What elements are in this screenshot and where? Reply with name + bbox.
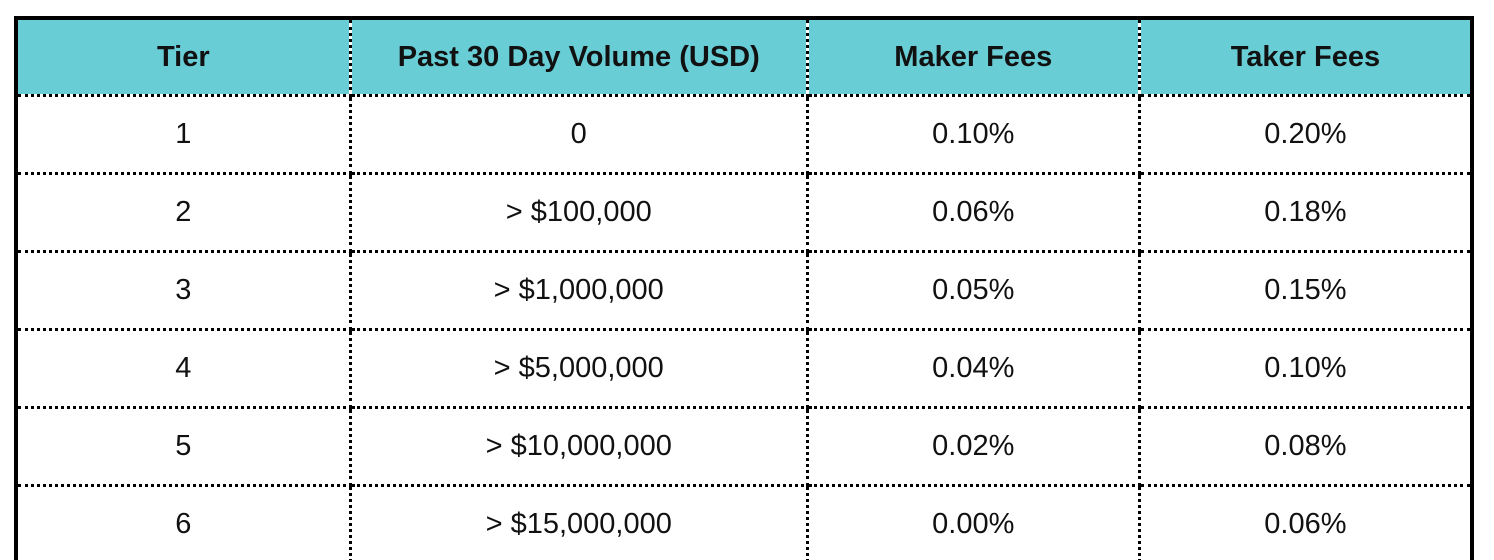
cell-maker-fee: 0.06% bbox=[805, 172, 1141, 253]
column-header-tier: Tier bbox=[14, 16, 352, 97]
column-header-volume: Past 30 Day Volume (USD) bbox=[348, 16, 809, 97]
cell-tier: 1 bbox=[14, 94, 352, 175]
table-row: 4 > $5,000,000 0.04% 0.10% bbox=[14, 328, 1474, 409]
cell-maker-fee: 0.02% bbox=[805, 406, 1141, 487]
cell-volume: 0 bbox=[348, 94, 809, 175]
table-row: 5 > $10,000,000 0.02% 0.08% bbox=[14, 406, 1474, 487]
fee-tier-table: Tier Past 30 Day Volume (USD) Maker Fees… bbox=[14, 16, 1474, 560]
cell-tier: 6 bbox=[14, 484, 352, 560]
column-header-maker: Maker Fees bbox=[805, 16, 1141, 97]
table-row: 2 > $100,000 0.06% 0.18% bbox=[14, 172, 1474, 253]
header-row: Tier Past 30 Day Volume (USD) Maker Fees… bbox=[14, 16, 1474, 97]
cell-maker-fee: 0.00% bbox=[805, 484, 1141, 560]
column-header-taker: Taker Fees bbox=[1137, 16, 1474, 97]
cell-taker-fee: 0.18% bbox=[1137, 172, 1474, 253]
cell-taker-fee: 0.06% bbox=[1137, 484, 1474, 560]
cell-tier: 3 bbox=[14, 250, 352, 331]
cell-maker-fee: 0.05% bbox=[805, 250, 1141, 331]
table-row: 6 > $15,000,000 0.00% 0.06% bbox=[14, 484, 1474, 560]
cell-taker-fee: 0.15% bbox=[1137, 250, 1474, 331]
cell-volume: > $15,000,000 bbox=[348, 484, 809, 560]
table-row: 1 0 0.10% 0.20% bbox=[14, 94, 1474, 175]
cell-tier: 2 bbox=[14, 172, 352, 253]
cell-volume: > $1,000,000 bbox=[348, 250, 809, 331]
cell-taker-fee: 0.10% bbox=[1137, 328, 1474, 409]
cell-taker-fee: 0.20% bbox=[1137, 94, 1474, 175]
cell-volume: > $10,000,000 bbox=[348, 406, 809, 487]
cell-maker-fee: 0.04% bbox=[805, 328, 1141, 409]
cell-maker-fee: 0.10% bbox=[805, 94, 1141, 175]
cell-taker-fee: 0.08% bbox=[1137, 406, 1474, 487]
table-header: Tier Past 30 Day Volume (USD) Maker Fees… bbox=[14, 16, 1474, 97]
cell-volume: > $5,000,000 bbox=[348, 328, 809, 409]
table-row: 3 > $1,000,000 0.05% 0.15% bbox=[14, 250, 1474, 331]
cell-volume: > $100,000 bbox=[348, 172, 809, 253]
cell-tier: 5 bbox=[14, 406, 352, 487]
cell-tier: 4 bbox=[14, 328, 352, 409]
table-body: 1 0 0.10% 0.20% 2 > $100,000 0.06% 0.18%… bbox=[14, 94, 1474, 560]
